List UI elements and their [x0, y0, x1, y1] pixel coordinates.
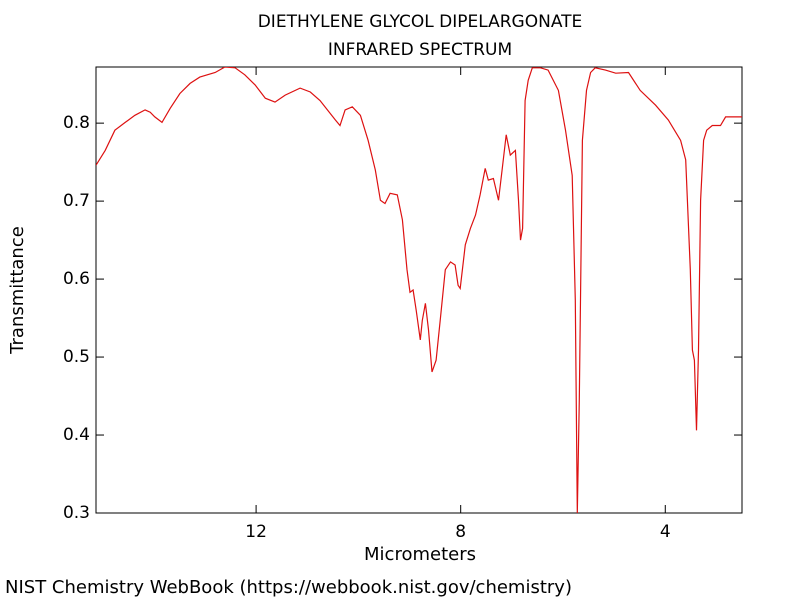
- chart-title: DIETHYLENE GLYCOL DIPELARGONATE: [258, 12, 583, 32]
- chart-subtitle: INFRARED SPECTRUM: [328, 40, 512, 60]
- x-tick-label: 4: [660, 522, 671, 542]
- spectrum-line: [96, 67, 742, 513]
- x-tick-label: 8: [455, 522, 466, 542]
- y-tick-label: 0.3: [63, 503, 90, 523]
- y-tick-label: 0.6: [63, 269, 90, 289]
- x-tick-label: 12: [245, 522, 267, 542]
- y-tick-label: 0.5: [63, 347, 90, 367]
- y-tick-label: 0.7: [63, 191, 90, 211]
- x-axis-label: Micrometers: [364, 544, 476, 565]
- source-note: NIST Chemistry WebBook (https://webbook.…: [5, 577, 572, 598]
- y-tick-label: 0.4: [63, 425, 90, 445]
- y-axis-label: Transmittance: [7, 226, 28, 355]
- plot-frame: [95, 66, 743, 514]
- y-tick-label: 0.8: [63, 113, 90, 133]
